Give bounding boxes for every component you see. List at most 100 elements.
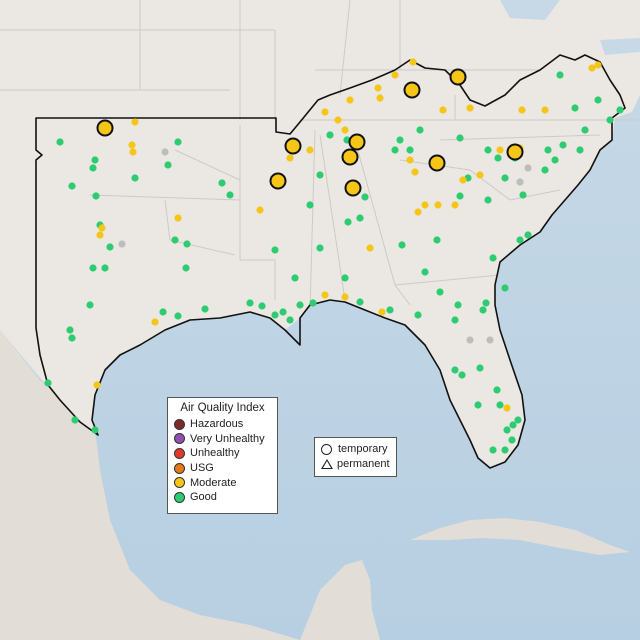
aqi-site-marker[interactable] (86, 301, 94, 309)
aqi-site-marker[interactable] (291, 274, 299, 282)
aqi-site-marker[interactable] (326, 131, 334, 139)
aqi-site-marker[interactable] (201, 305, 209, 313)
aqi-site-marker[interactable] (89, 164, 97, 172)
aqi-site-marker[interactable] (398, 241, 406, 249)
aqi-site-marker[interactable] (334, 116, 342, 124)
aqi-site-marker[interactable] (341, 126, 349, 134)
aqi-site-marker[interactable] (376, 94, 384, 102)
aqi-site-marker[interactable] (486, 336, 494, 344)
aqi-site-marker[interactable] (391, 146, 399, 154)
aqi-site-marker[interactable] (128, 141, 136, 149)
aqi-site-marker[interactable] (496, 401, 504, 409)
temporary-site-marker[interactable] (344, 179, 362, 197)
aqi-site-marker[interactable] (296, 301, 304, 309)
aqi-site-marker[interactable] (131, 174, 139, 182)
aqi-site-marker[interactable] (361, 193, 369, 201)
aqi-site-marker[interactable] (406, 156, 414, 164)
aqi-site-marker[interactable] (559, 141, 567, 149)
aqi-site-marker[interactable] (91, 426, 99, 434)
aqi-site-marker[interactable] (514, 416, 522, 424)
aqi-site-marker[interactable] (519, 191, 527, 199)
aqi-site-marker[interactable] (416, 126, 424, 134)
aqi-site-marker[interactable] (344, 218, 352, 226)
aqi-site-marker[interactable] (501, 446, 509, 454)
aqi-site-marker[interactable] (306, 146, 314, 154)
aqi-site-marker[interactable] (451, 201, 459, 209)
aqi-site-marker[interactable] (159, 308, 167, 316)
aqi-site-marker[interactable] (98, 224, 106, 232)
aqi-site-marker[interactable] (346, 96, 354, 104)
aqi-site-marker[interactable] (466, 104, 474, 112)
aqi-site-marker[interactable] (456, 134, 464, 142)
aqi-site-marker[interactable] (71, 416, 79, 424)
aqi-site-marker[interactable] (493, 386, 501, 394)
aqi-site-marker[interactable] (484, 146, 492, 154)
temporary-site-marker[interactable] (269, 172, 287, 190)
temporary-site-marker[interactable] (506, 143, 524, 161)
aqi-site-marker[interactable] (421, 268, 429, 276)
aqi-site-marker[interactable] (501, 174, 509, 182)
aqi-site-marker[interactable] (474, 401, 482, 409)
aqi-site-marker[interactable] (489, 254, 497, 262)
aqi-site-marker[interactable] (551, 156, 559, 164)
aqi-site-marker[interactable] (96, 231, 104, 239)
aqi-site-marker[interactable] (458, 371, 466, 379)
aqi-site-marker[interactable] (316, 244, 324, 252)
temporary-site-marker[interactable] (403, 81, 421, 99)
aqi-site-marker[interactable] (68, 334, 76, 342)
temporary-site-marker[interactable] (428, 154, 446, 172)
aqi-site-marker[interactable] (306, 201, 314, 209)
aqi-site-marker[interactable] (106, 243, 114, 251)
aqi-site-marker[interactable] (576, 146, 584, 154)
aqi-site-marker[interactable] (182, 264, 190, 272)
aqi-site-marker[interactable] (476, 171, 484, 179)
aqi-site-marker[interactable] (321, 108, 329, 116)
aqi-site-marker[interactable] (518, 106, 526, 114)
aqi-site-marker[interactable] (494, 154, 502, 162)
aqi-site-marker[interactable] (286, 154, 294, 162)
aqi-site-marker[interactable] (356, 214, 364, 222)
aqi-site-marker[interactable] (271, 311, 279, 319)
aqi-site-marker[interactable] (414, 311, 422, 319)
aqi-site-marker[interactable] (279, 308, 287, 316)
aqi-site-marker[interactable] (286, 316, 294, 324)
aqi-site-marker[interactable] (174, 214, 182, 222)
aqi-site-marker[interactable] (226, 191, 234, 199)
aqi-site-marker[interactable] (541, 106, 549, 114)
aqi-site-marker[interactable] (516, 236, 524, 244)
aqi-site-marker[interactable] (396, 136, 404, 144)
aqi-site-marker[interactable] (544, 146, 552, 154)
aqi-site-marker[interactable] (451, 316, 459, 324)
aqi-site-marker[interactable] (164, 161, 172, 169)
aqi-site-marker[interactable] (439, 106, 447, 114)
aqi-site-marker[interactable] (436, 288, 444, 296)
aqi-site-marker[interactable] (411, 168, 419, 176)
aqi-site-marker[interactable] (316, 171, 324, 179)
aqi-site-marker[interactable] (91, 156, 99, 164)
aqi-site-marker[interactable] (516, 178, 524, 186)
aqi-site-marker[interactable] (434, 201, 442, 209)
aqi-site-marker[interactable] (479, 306, 487, 314)
aqi-site-marker[interactable] (309, 299, 317, 307)
aqi-site-marker[interactable] (341, 293, 349, 301)
aqi-site-marker[interactable] (503, 426, 511, 434)
aqi-site-marker[interactable] (68, 182, 76, 190)
aqi-site-marker[interactable] (391, 71, 399, 79)
aqi-site-marker[interactable] (378, 308, 386, 316)
aqi-site-marker[interactable] (66, 326, 74, 334)
aqi-site-marker[interactable] (44, 379, 52, 387)
temporary-site-marker[interactable] (96, 119, 114, 137)
temporary-site-marker[interactable] (449, 68, 467, 86)
aqi-site-marker[interactable] (161, 148, 169, 156)
temporary-site-marker[interactable] (341, 148, 359, 166)
aqi-site-marker[interactable] (258, 302, 266, 310)
aqi-site-marker[interactable] (581, 126, 589, 134)
aqi-site-marker[interactable] (459, 176, 467, 184)
aqi-site-marker[interactable] (466, 336, 474, 344)
aqi-site-marker[interactable] (174, 312, 182, 320)
aqi-site-marker[interactable] (271, 246, 279, 254)
aqi-site-marker[interactable] (366, 244, 374, 252)
aqi-site-marker[interactable] (541, 166, 549, 174)
aqi-site-marker[interactable] (246, 299, 254, 307)
aqi-site-marker[interactable] (406, 146, 414, 154)
